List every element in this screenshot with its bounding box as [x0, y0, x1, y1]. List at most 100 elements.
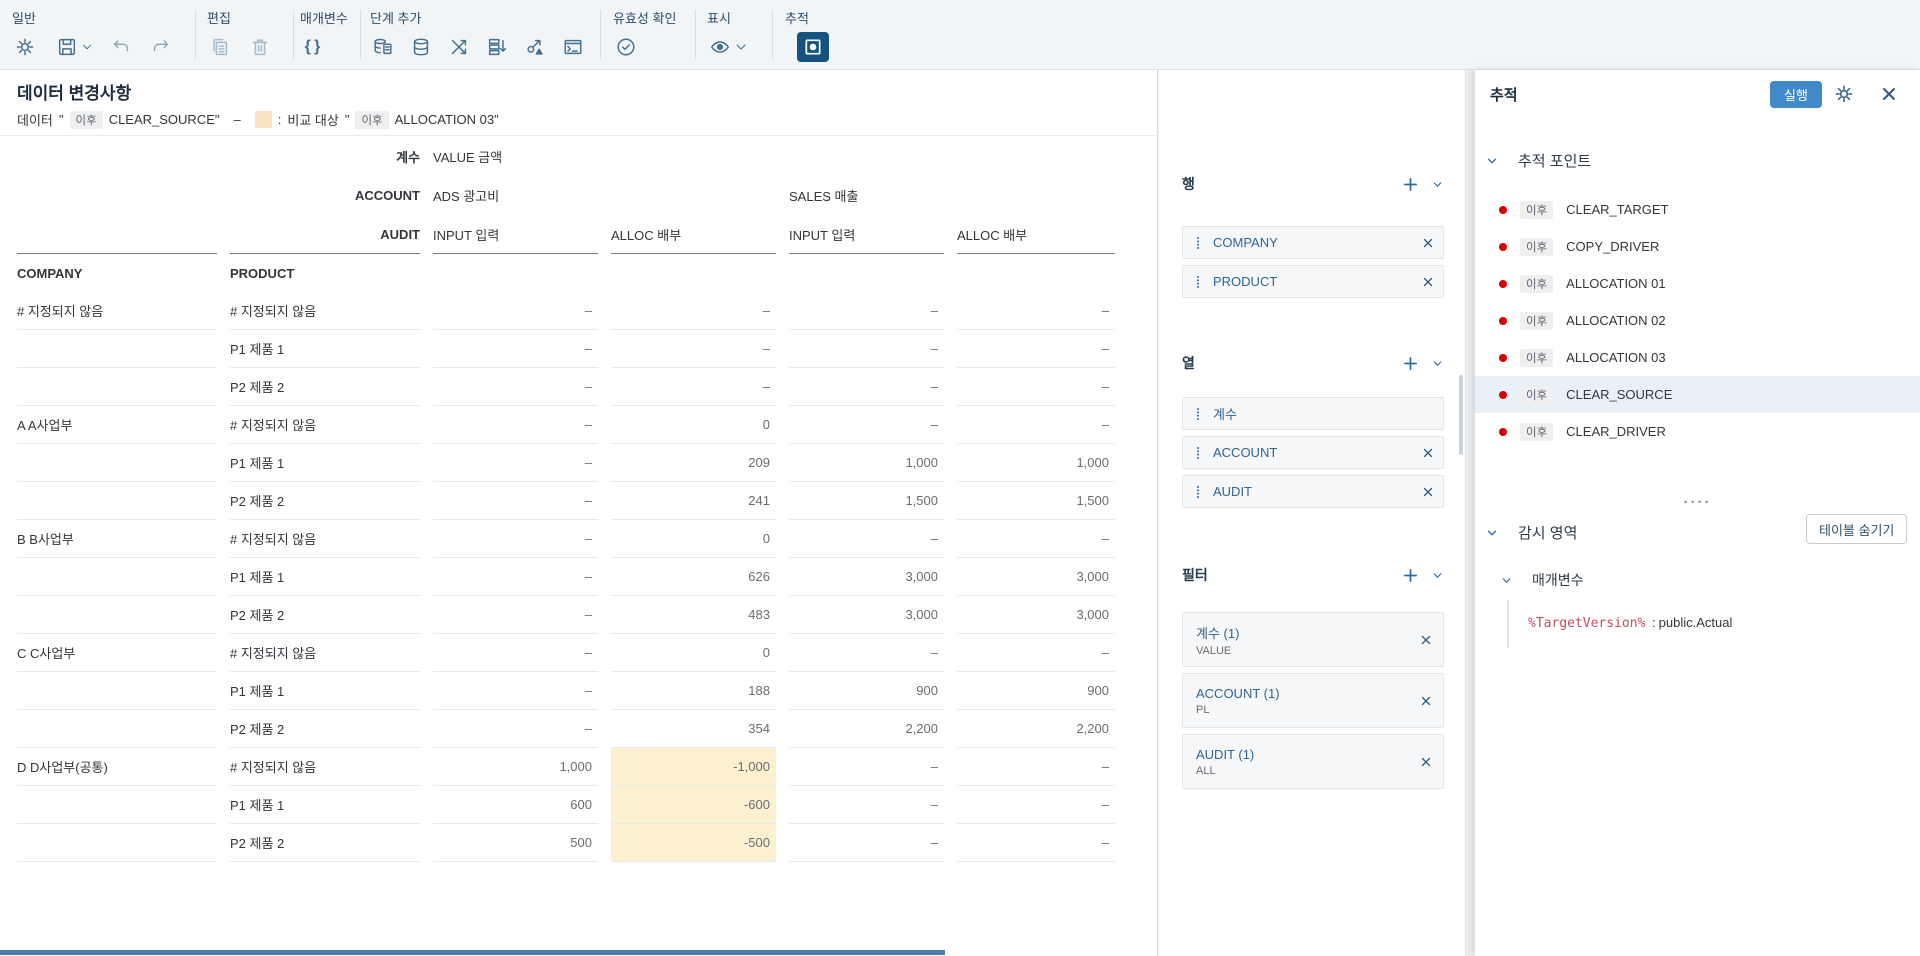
- trace-settings-gear-icon[interactable]: [1833, 83, 1855, 105]
- after-badge: 이후: [1520, 311, 1554, 330]
- watch-area-section-title: 감시 영역: [1518, 525, 1578, 542]
- row-chip-company[interactable]: COMPANY: [1182, 226, 1444, 259]
- group-label-display: 표시: [707, 11, 731, 26]
- run-button[interactable]: 실행: [1770, 81, 1822, 108]
- column-chip-measures[interactable]: 계수: [1182, 397, 1444, 430]
- after-badge: 이후: [1520, 348, 1554, 367]
- legend-data-label: 데이터: [17, 113, 53, 128]
- value-cell: 354: [611, 710, 776, 748]
- value-cell: –: [433, 406, 598, 444]
- toolbar: 일반 편집: [0, 0, 1920, 70]
- drag-handle-icon[interactable]: [1183, 406, 1213, 422]
- allocation-arrows-step-icon[interactable]: [446, 34, 472, 60]
- parameters-braces-icon[interactable]: { }: [304, 38, 322, 55]
- watch-area-section-header[interactable]: 감시 영역: [1485, 522, 1577, 543]
- value-cell: –: [433, 710, 598, 748]
- columns-menu-chevron-icon[interactable]: [1419, 357, 1444, 370]
- value-cell: –: [433, 520, 598, 558]
- trash-icon[interactable]: [247, 34, 273, 60]
- table-row: P1 제품 1 – 626 3,000 3,000: [17, 558, 1115, 596]
- table-row: P1 제품 1 600 -600 – –: [17, 786, 1115, 824]
- trace-point-copy-driver[interactable]: 이후 COPY_DRIVER: [1475, 228, 1920, 265]
- copy-step-icon[interactable]: [207, 34, 233, 60]
- breakpoint-dot-icon: [1499, 353, 1507, 362]
- toolbar-divider: [360, 10, 361, 60]
- value-cell: 2,200: [789, 710, 944, 748]
- product-cell: P1 제품 1: [230, 558, 420, 596]
- toolbar-group-parameters: 매개변수 { }: [300, 8, 348, 64]
- table-row: C C사업부 # 지정되지 않음 – 0 – –: [17, 634, 1115, 672]
- copy-data-step-icon[interactable]: [370, 34, 396, 60]
- save-icon[interactable]: [54, 34, 80, 60]
- drag-handle-icon[interactable]: [1183, 445, 1213, 461]
- hide-table-button[interactable]: 테이블 숨기기: [1806, 514, 1908, 544]
- remove-chip-icon[interactable]: [1413, 237, 1443, 249]
- audit-member-label: INPUT 입력: [433, 215, 598, 254]
- database-step-icon[interactable]: [408, 34, 434, 60]
- value-cell: 3,000: [957, 596, 1115, 634]
- parameters-section-header[interactable]: 매개변수: [1500, 570, 1584, 590]
- indent-guide: [1507, 600, 1509, 648]
- trace-point-clear-driver[interactable]: 이후 CLEAR_DRIVER: [1475, 413, 1920, 450]
- add-column-dimension-icon[interactable]: [1402, 355, 1419, 372]
- company-cell: [17, 786, 217, 824]
- data-action-step-icon[interactable]: [522, 34, 548, 60]
- vertical-scrollbar-thumb[interactable]: [1459, 375, 1463, 455]
- product-cell: # 지정되지 않음: [230, 634, 420, 672]
- redo-icon[interactable]: [148, 34, 174, 60]
- after-badge: 이후: [1520, 237, 1554, 256]
- company-column-header: COMPANY: [17, 265, 83, 281]
- remove-chip-icon[interactable]: [1413, 447, 1443, 459]
- validate-check-circle-icon[interactable]: [613, 34, 639, 60]
- save-chevron-down-icon[interactable]: [80, 34, 94, 60]
- panel-splitter-handle[interactable]: ····: [1683, 494, 1712, 511]
- remove-filter-icon[interactable]: [1409, 634, 1443, 646]
- filter-chip-account[interactable]: ACCOUNT (1) PL: [1182, 673, 1444, 728]
- company-cell: A A사업부: [17, 406, 217, 444]
- trace-point-allocation-01[interactable]: 이후 ALLOCATION 01: [1475, 265, 1920, 302]
- page-title: 데이터 변경사항: [17, 84, 132, 103]
- trace-point-allocation-02[interactable]: 이후 ALLOCATION 02: [1475, 302, 1920, 339]
- trace-point-clear-source-selected[interactable]: 이후 CLEAR_SOURCE: [1475, 376, 1920, 413]
- table-row: P2 제품 2 – – – –: [17, 368, 1115, 406]
- display-eye-icon[interactable]: [707, 34, 733, 60]
- comparison-legend: 데이터 " 이후 CLEAR_SOURCE " – : 비교 대상 " 이후 A…: [17, 110, 499, 129]
- add-row-dimension-icon[interactable]: [1402, 176, 1419, 193]
- trace-point-allocation-03[interactable]: 이후 ALLOCATION 03: [1475, 339, 1920, 376]
- trace-panel-title: 추적: [1490, 87, 1518, 104]
- drag-handle-icon[interactable]: [1183, 274, 1213, 290]
- columns-section-header: 열: [1182, 352, 1444, 374]
- value-cell: –: [433, 558, 598, 596]
- row-chip-product[interactable]: PRODUCT: [1182, 265, 1444, 298]
- drag-handle-icon[interactable]: [1183, 484, 1213, 500]
- legend-dash: –: [233, 112, 241, 127]
- trace-point-clear-target[interactable]: 이후 CLEAR_TARGET: [1475, 191, 1920, 228]
- value-cell: –: [433, 330, 598, 368]
- drag-handle-icon[interactable]: [1183, 235, 1213, 251]
- settings-gear-icon[interactable]: [12, 34, 38, 60]
- filter-chip-audit[interactable]: AUDIT (1) ALL: [1182, 734, 1444, 789]
- script-console-step-icon[interactable]: [560, 34, 586, 60]
- horizontal-scrollbar-thumb[interactable]: [0, 950, 945, 955]
- undo-icon[interactable]: [108, 34, 134, 60]
- trace-close-icon[interactable]: [1879, 84, 1899, 104]
- filter-chip-measures[interactable]: 계수 (1) VALUE: [1182, 612, 1444, 667]
- filter-menu-chevron-icon[interactable]: [1419, 569, 1444, 582]
- add-filter-icon[interactable]: [1402, 567, 1419, 584]
- column-chip-audit[interactable]: AUDIT: [1182, 475, 1444, 508]
- column-chip-account[interactable]: ACCOUNT: [1182, 436, 1444, 469]
- value-cell: 0: [611, 634, 776, 672]
- remove-filter-icon[interactable]: [1409, 695, 1443, 707]
- company-cell: [17, 824, 217, 862]
- rows-menu-chevron-icon[interactable]: [1419, 178, 1444, 191]
- remove-filter-icon[interactable]: [1409, 756, 1443, 768]
- trace-record-button[interactable]: [797, 32, 829, 62]
- display-chevron-down-icon[interactable]: [733, 34, 749, 60]
- toolbar-group-add-step: 단계 추가: [370, 8, 586, 64]
- remove-chip-icon[interactable]: [1413, 276, 1443, 288]
- trace-points-section-header[interactable]: 추적 포인트: [1485, 150, 1591, 171]
- chip-label: PRODUCT: [1213, 274, 1278, 289]
- value-cell: 188: [611, 672, 776, 710]
- append-rows-step-icon[interactable]: [484, 34, 510, 60]
- remove-chip-icon[interactable]: [1413, 486, 1443, 498]
